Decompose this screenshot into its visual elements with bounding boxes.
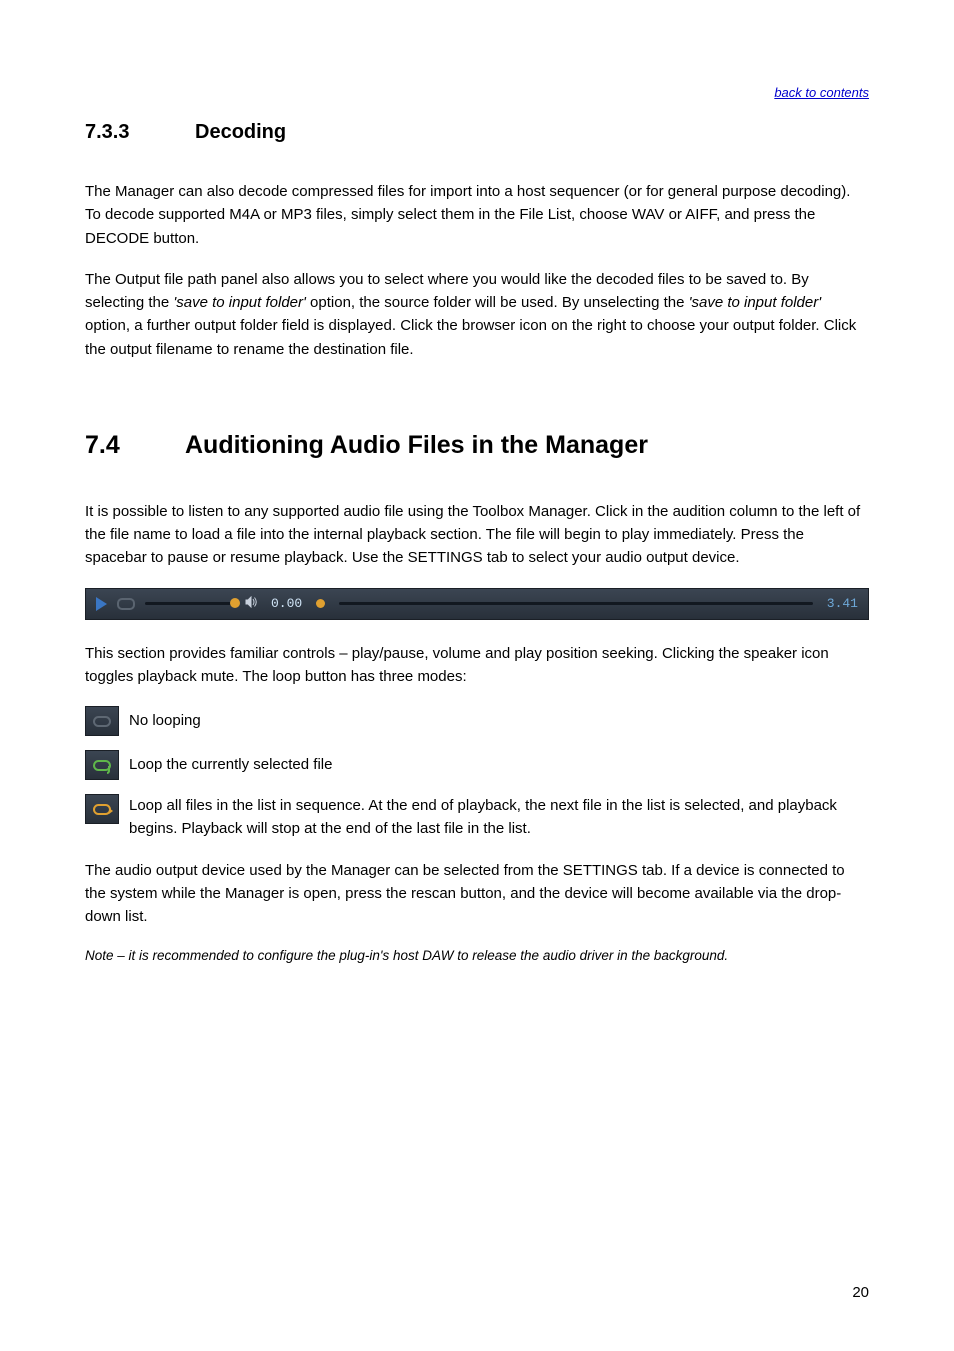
speaker-icon[interactable] xyxy=(245,596,257,611)
current-time: 0.00 xyxy=(271,596,302,611)
loop-one-icon xyxy=(93,760,111,771)
loop-mode-row: No looping xyxy=(85,706,869,736)
page-number: 20 xyxy=(852,1284,869,1301)
text: option, a further output folder field is… xyxy=(85,317,856,357)
loop-mode-row: Loop the currently selected file xyxy=(85,750,869,780)
text-italic: 'save to input folder' xyxy=(689,294,821,311)
section-number: 7.4 xyxy=(85,431,185,460)
volume-slider[interactable] xyxy=(145,602,235,605)
audio-player-bar: 0.00 3.41 xyxy=(85,588,869,620)
play-icon[interactable] xyxy=(96,597,107,611)
loop-all-button[interactable] xyxy=(85,794,119,824)
position-thumb[interactable] xyxy=(316,599,325,608)
loop-none-button[interactable] xyxy=(85,706,119,736)
loop-mode-label: Loop the currently selected file xyxy=(129,753,332,776)
paragraph: This section provides familiar controls … xyxy=(85,642,869,689)
paragraph: The Output file path panel also allows y… xyxy=(85,268,869,361)
paragraph: The Manager can also decode compressed f… xyxy=(85,180,869,250)
section-title: Auditioning Audio Files in the Manager xyxy=(185,431,648,459)
loop-mode-label: Loop all files in the list in sequence. … xyxy=(129,797,837,837)
paragraph: It is possible to listen to any supporte… xyxy=(85,500,869,570)
loop-mode-row: Loop all files in the list in sequence. … xyxy=(85,794,869,841)
seek-track[interactable] xyxy=(339,602,813,605)
section-title: Decoding xyxy=(195,121,286,143)
loop-none-icon xyxy=(93,716,111,727)
back-to-contents-link[interactable]: back to contents xyxy=(774,85,869,100)
section-number: 7.3.3 xyxy=(85,121,195,144)
note-paragraph: Note – it is recommended to configure th… xyxy=(85,946,869,966)
loop-all-icon xyxy=(93,804,111,815)
heading-7-3-3: 7.3.3Decoding xyxy=(85,121,869,144)
heading-7-4: 7.4Auditioning Audio Files in the Manage… xyxy=(85,431,869,460)
loop-icon[interactable] xyxy=(117,598,135,610)
loop-mode-label: No looping xyxy=(129,709,201,732)
text-italic: 'save to input folder' xyxy=(173,294,305,311)
paragraph: The audio output device used by the Mana… xyxy=(85,859,869,929)
total-time: 3.41 xyxy=(827,596,858,611)
loop-one-button[interactable] xyxy=(85,750,119,780)
volume-thumb[interactable] xyxy=(230,598,240,608)
text: option, the source folder will be used. … xyxy=(306,294,689,311)
